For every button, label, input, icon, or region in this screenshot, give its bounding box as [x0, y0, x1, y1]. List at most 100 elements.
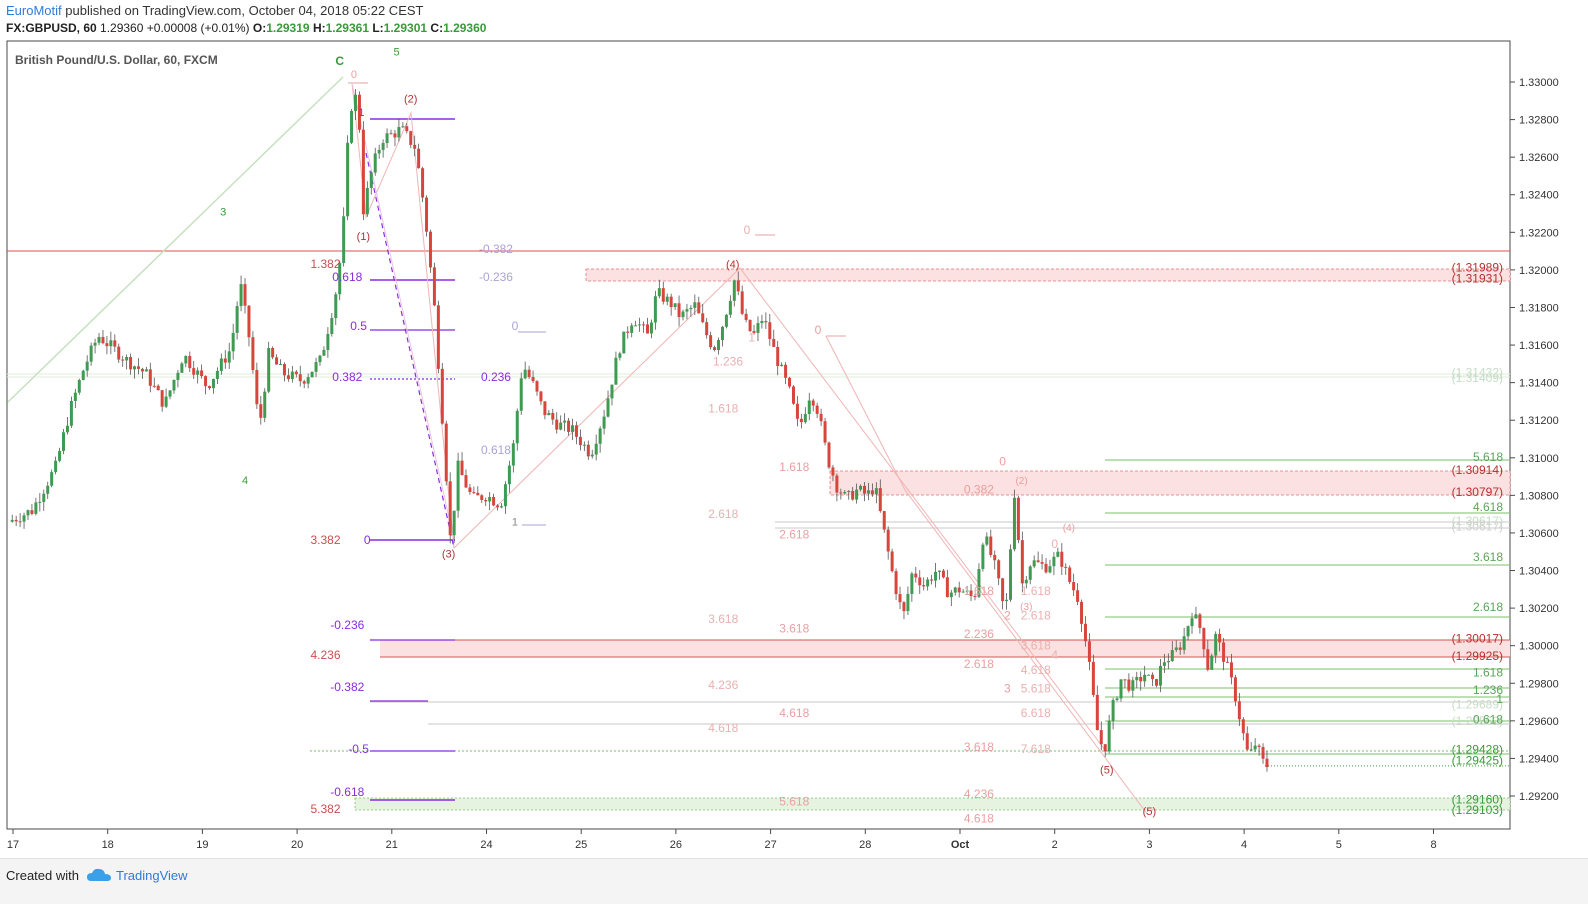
candle-body: [373, 153, 377, 173]
candle-body: [937, 570, 941, 572]
candle-body: [286, 375, 290, 379]
candle-body: [69, 400, 73, 426]
x-axis[interactable]: 17 18 19 20 21 24 25 26 27 28 Oct 2 3 4 5 8: [7, 829, 1437, 851]
author-link[interactable]: EuroMotif: [6, 3, 62, 18]
candle-body: [571, 425, 575, 432]
candle-body: [50, 472, 54, 486]
fib-label: 2.618: [1021, 608, 1051, 622]
candle-body: [582, 444, 586, 446]
low-value: 1.29301: [383, 21, 428, 35]
fib-label: 7.618: [1021, 742, 1051, 756]
wave-label: (4): [726, 259, 739, 271]
candle-body: [357, 94, 361, 130]
candle-body: [855, 489, 859, 500]
fib-label: 0: [1051, 537, 1058, 551]
candle-body: [705, 322, 709, 336]
fib-label: -0.382: [479, 242, 513, 256]
x-tick-label: 21: [386, 839, 398, 851]
y-axis[interactable]: 1.33000 1.32800 1.32600 1.32400 1.32200 1.320…: [1510, 77, 1559, 803]
open-label: O:: [252, 21, 267, 35]
candle-body: [1194, 614, 1198, 619]
candle-body: [73, 392, 77, 401]
candle-body: [208, 386, 212, 389]
candle-body: [1009, 549, 1013, 600]
candle-body: [353, 94, 357, 111]
candle-body: [811, 400, 815, 406]
candle-body: [1206, 649, 1210, 670]
candles[interactable]: [10, 89, 1269, 772]
candle-body: [1115, 698, 1119, 701]
price-chart[interactable]: British Pound/U.S. Dollar, 60, FXCM 1.33…: [0, 40, 1588, 858]
fib-label: -0.236: [479, 270, 513, 284]
fib-label: 4.618: [1021, 663, 1051, 677]
candle-body: [1032, 560, 1036, 567]
wave-label: 0: [351, 69, 357, 81]
candle-body: [1245, 733, 1249, 750]
fib-label: 1.618: [779, 460, 809, 474]
wave-label: (4): [1063, 523, 1075, 534]
fib-label: 1.618: [708, 402, 738, 416]
candle-body: [330, 318, 334, 334]
y-tick-label: 1.29400: [1519, 753, 1559, 765]
candle-body: [1099, 730, 1103, 745]
candle-body: [65, 425, 69, 433]
last-price: 1.29360: [100, 21, 144, 35]
y-tick-label: 1.29200: [1519, 791, 1559, 803]
candle-body: [1249, 749, 1253, 751]
candle-body: [231, 332, 235, 352]
x-tick-label: 3: [1146, 839, 1152, 851]
candle-body: [914, 573, 918, 578]
candle-body: [318, 355, 322, 363]
candle-body: [1024, 579, 1028, 584]
candle-body: [555, 419, 559, 430]
x-tick-label: 25: [575, 839, 587, 851]
candle-body: [243, 284, 247, 306]
candle-body: [551, 412, 555, 420]
fib-label: 0.382: [964, 482, 994, 496]
candle-body: [350, 110, 354, 143]
candle-body: [1040, 562, 1044, 564]
candle-body: [263, 391, 267, 418]
plot-area[interactable]: [6, 40, 1511, 830]
wave-label: (2): [404, 94, 417, 106]
candle-body: [993, 554, 997, 561]
candle-body: [768, 322, 772, 339]
candle-body: [1095, 694, 1099, 731]
fib-label: 0.382: [332, 370, 362, 384]
candle-body: [791, 386, 795, 404]
candle-body: [1080, 601, 1084, 624]
candle-body: [894, 571, 898, 595]
right-level-label: (1.31409): [1452, 371, 1503, 385]
candle-body: [1012, 497, 1016, 550]
y-tick-label: 1.33000: [1519, 77, 1559, 89]
x-tick-label: 28: [859, 839, 871, 851]
candle-body: [444, 423, 448, 482]
wave-label: (1): [357, 231, 370, 243]
fib-label: 1.382: [310, 257, 340, 271]
candle-body: [140, 368, 144, 372]
footer: Created with TradingView: [0, 858, 1588, 904]
wave-label: 3: [220, 206, 226, 218]
candle-body: [669, 296, 673, 308]
candle-body: [223, 358, 227, 363]
candle-body: [519, 378, 523, 411]
candle-body: [776, 346, 780, 367]
candle-body: [689, 307, 693, 310]
y-tick-label: 1.30200: [1519, 603, 1559, 615]
fib-label: 1.618: [1021, 584, 1051, 598]
candle-body: [851, 490, 855, 500]
candle-body: [953, 587, 957, 593]
fib-label: 1.236: [713, 355, 743, 369]
candle-body: [661, 288, 665, 302]
candle-body: [425, 197, 429, 232]
candle-body: [93, 342, 97, 346]
candle-body: [346, 142, 350, 217]
candle-body: [1127, 679, 1131, 691]
candle-body: [62, 432, 66, 451]
fib-label: 3: [1004, 682, 1011, 696]
candle-body: [882, 511, 886, 530]
tradingview-link[interactable]: TradingView: [116, 868, 188, 883]
x-tick-label: 27: [764, 839, 776, 851]
candle-body: [14, 519, 18, 522]
x-tick-label: 17: [7, 839, 19, 851]
